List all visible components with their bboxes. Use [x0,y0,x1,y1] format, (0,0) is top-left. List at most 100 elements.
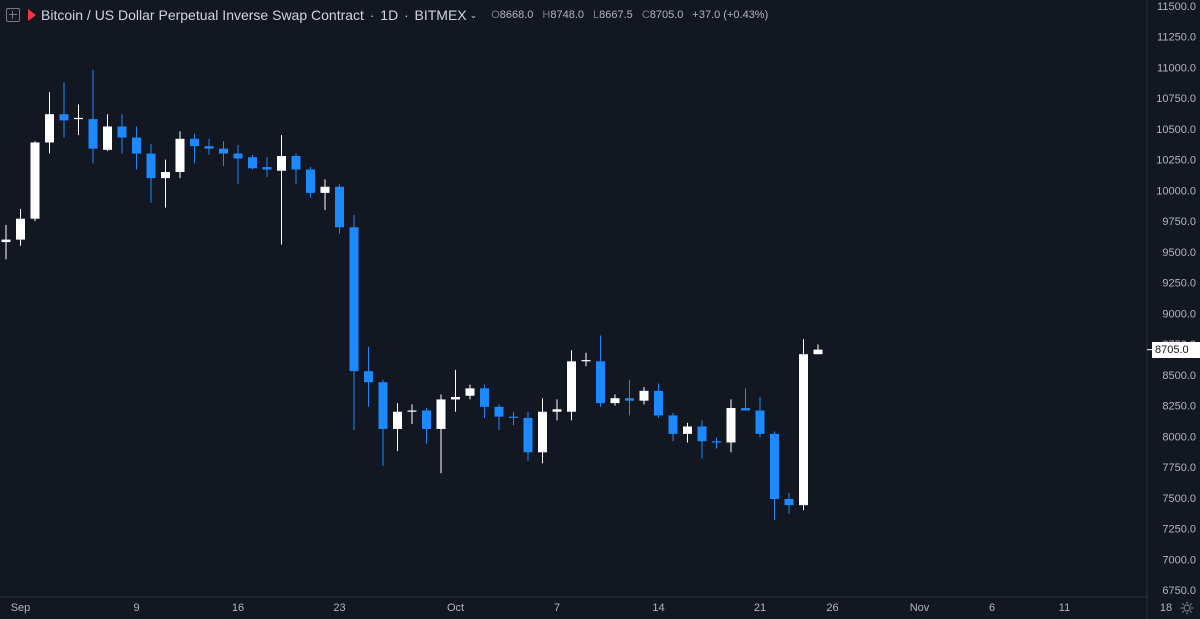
exchange-label[interactable]: BITMEX [414,7,467,23]
gear-icon[interactable] [1180,601,1194,615]
candle-body [726,408,736,443]
candle-body [581,360,591,362]
price-change: +37.0 (+0.43%) [692,9,769,21]
candle-body [59,114,69,121]
candle [59,82,69,138]
candle-body [233,153,243,159]
candle-body [741,408,750,411]
candle [219,141,228,166]
candle [1,224,11,260]
time-tick-label: 11 [1059,602,1070,614]
candle-body [784,499,794,506]
candle-body [480,388,489,407]
candle [45,92,54,154]
candle [726,399,736,453]
price-tick-label: 11000.0 [1157,62,1196,74]
price-axis[interactable]: 6750.0 7000.0 7250.0 7500.0 7750.0 8000.0 8250… [1156,1,1196,597]
candles-group [1,69,823,520]
candle-body [219,148,228,154]
time-tick-label: 9 [133,602,139,614]
candle-body [625,398,634,401]
price-tick-label: 9250.0 [1162,278,1196,290]
candle-body [697,426,707,442]
price-tick-label: 10750.0 [1156,93,1196,105]
interval-label[interactable]: 1D [380,7,399,23]
candle-body [378,382,388,429]
time-tick-label: 7 [554,602,560,614]
candle [393,403,402,452]
time-axis[interactable]: Sep 9 16 23 Oct 7 14 21 26 Nov 6 11 18 [11,602,1172,614]
candle-body [277,155,286,171]
candle [784,492,794,514]
candle-body [813,349,823,355]
candle-body [683,426,692,434]
time-tick-label: 18 [1160,602,1172,614]
price-tick-label: 11500.0 [1157,1,1196,13]
candle-body [596,361,605,404]
candle [161,159,170,208]
chart-header: Bitcoin / US Dollar Perpetual Inverse Sw… [0,0,768,30]
candle [567,350,576,421]
candle-body [88,119,98,149]
candle-body [610,398,620,404]
candle-body [248,157,257,169]
time-tick-label: 6 [989,602,995,614]
candle [16,208,25,246]
time-tick-label: 23 [333,602,345,614]
candle [422,408,431,444]
price-tick-label: 10500.0 [1156,124,1196,136]
candle-body [712,441,721,443]
candle-body [1,239,11,243]
candle [538,398,547,464]
ohlc-open: O8668.0 [491,9,534,21]
candle-body [668,415,678,434]
candle-body [364,371,373,383]
price-tick-label: 7250.0 [1162,524,1196,536]
candle-body [509,416,518,418]
candle [117,114,127,154]
candle [407,404,417,425]
price-tick-label: 9500.0 [1162,247,1196,259]
time-tick-label: 14 [652,602,664,614]
candle-body [30,142,40,219]
price-tick-label: 8000.0 [1162,431,1196,443]
candle [146,143,156,203]
candle [683,422,692,443]
time-tick-label: Oct [447,602,464,614]
candle [349,215,359,431]
symbol-name[interactable]: Bitcoin / US Dollar Perpetual Inverse Sw… [41,7,364,23]
chevron-down-icon[interactable]: ⌄ [469,9,478,20]
time-tick-label: Nov [910,602,930,614]
time-tick-label: 26 [826,602,838,614]
price-tick-label: 8500.0 [1162,370,1196,382]
flag-icon[interactable] [28,9,36,21]
candle-body [567,361,576,412]
candle-body [132,137,141,154]
candle-body [422,410,431,429]
candle-body [755,410,765,434]
candle [451,369,460,412]
candle [610,394,620,406]
candle [190,133,199,164]
candle [233,144,243,185]
candle [596,335,605,407]
ohlc-high: H8748.0 [542,9,585,21]
candle-body [639,390,649,401]
candle-body [146,153,156,179]
candle [523,411,533,461]
candle [741,388,750,411]
price-tick-label: 7750.0 [1162,462,1196,474]
candle [465,384,475,400]
candle-body [407,410,417,412]
candle-body [799,354,808,506]
candle-body [74,117,83,120]
candle-body [320,186,330,193]
candle [175,131,185,179]
candle [364,346,373,407]
candle-body [393,411,402,429]
candle [494,404,504,431]
candle [277,135,286,245]
candle-body [538,411,547,453]
add-symbol-icon[interactable] [6,8,20,22]
